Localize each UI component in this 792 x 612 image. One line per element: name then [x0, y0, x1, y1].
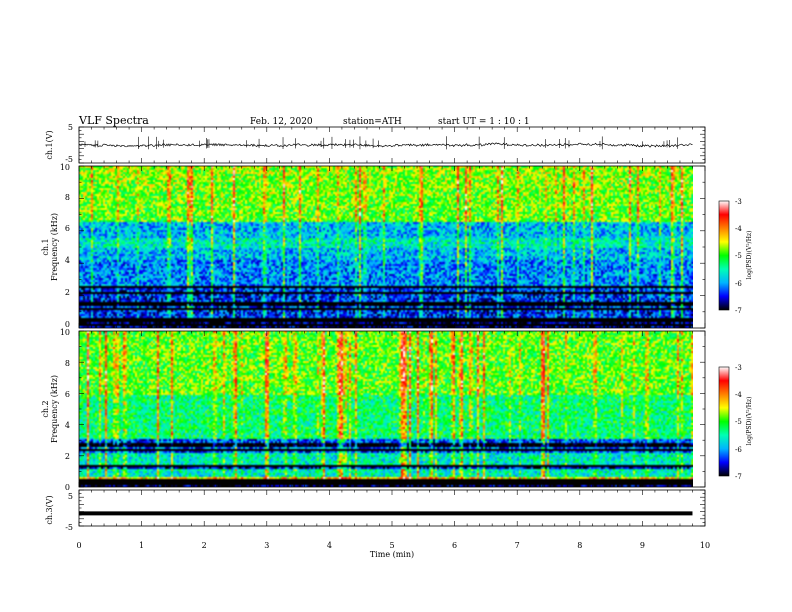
- ch3-waveform-panel: 5 -5 ch.3(V): [45, 489, 706, 532]
- ch3-ytick-top: 5: [68, 492, 73, 501]
- x-tick-label: 6: [452, 541, 457, 550]
- ch1-ylabel: ch.1(V): [45, 130, 54, 159]
- ch1-spectrogram-image: [79, 166, 693, 328]
- ch2-ytick-2: 2: [65, 452, 70, 461]
- ch2-cb-tick-m3: -3: [735, 364, 742, 372]
- ch1-cb-tick-m5: -5: [735, 252, 742, 260]
- ch3-ytick-bottom: -5: [65, 523, 73, 532]
- ch2-spec-ylabel-line1: ch.2: [41, 400, 50, 417]
- x-tick-label: 8: [577, 541, 582, 550]
- ch1-ytick-8: 8: [65, 193, 70, 202]
- ch1-cb-tick-m3: -3: [735, 198, 742, 206]
- x-tick-label: 0: [76, 541, 81, 550]
- ch1-colorbar-gradient: [718, 200, 730, 311]
- ch2-spec-ylabel-line2: Frequency (kHz): [50, 375, 59, 443]
- ch2-ytick-10: 10: [60, 328, 70, 337]
- ch1-ytick-top: 5: [68, 123, 73, 132]
- ch3-xticks: [78, 489, 706, 527]
- ch1-cb-tick-m4: -4: [735, 225, 742, 233]
- x-tick-label: 7: [515, 541, 520, 550]
- x-tick-label: 9: [640, 541, 645, 550]
- start-ut-label: start UT = 1 : 10 : 1: [438, 117, 530, 127]
- ch1-xticks: [78, 126, 706, 164]
- ch1-ytick-4: 4: [65, 256, 70, 265]
- ch3-frame: [78, 489, 706, 527]
- x-tick-label: 1: [139, 541, 144, 550]
- ch2-colorbar: -3 -4 -5 -6 -7 log(PSD)(V²/Hz): [718, 364, 753, 481]
- x-tick-label: 10: [700, 541, 710, 550]
- x-tick-label: 4: [327, 541, 332, 550]
- ch2-spec-yticklabels: 0 2 4 6 8 10: [60, 328, 70, 492]
- x-tick-label: 2: [202, 541, 207, 550]
- ch1-spec-ylabel-line2: Frequency (kHz): [50, 213, 59, 281]
- date-label: Feb. 12, 2020: [250, 117, 313, 127]
- ch1-spec-ylabel-line1: ch.1: [41, 238, 50, 255]
- ch3-ylabel: ch.3(V): [45, 495, 54, 524]
- x-axis-label: Time (min): [370, 550, 414, 559]
- ch1-colorbar-label: log(PSD)(V²/Hz): [746, 231, 753, 280]
- ch1-cb-tick-m6: -6: [735, 280, 742, 288]
- x-tick-label: 3: [264, 541, 269, 550]
- ch2-cb-tick-m7: -7: [735, 473, 742, 481]
- x-tick-labels: 0 1 2 3 4 5 6 7 8 9 10: [76, 541, 710, 550]
- ch2-colorbar-label: log(PSD)(V²/Hz): [746, 397, 753, 446]
- ch2-ytick-8: 8: [65, 359, 70, 368]
- ch2-ytick-4: 4: [65, 421, 70, 430]
- ch1-ytick-bottom: -5: [65, 155, 73, 164]
- ch2-ytick-6: 6: [65, 390, 70, 399]
- ch1-waveform-panel: 5 -5 ch.1(V): [45, 123, 706, 164]
- ch2-spec-ticks: [78, 330, 706, 488]
- ch1-spec-yticklabels: 0 2 4 6 8 10: [60, 163, 70, 329]
- ch1-wave-line: [78, 142, 693, 148]
- ch1-spectrogram-panel: 0 2 4 6 8 10 ch.1 Frequency (kHz): [41, 163, 706, 329]
- ch1-cb-tick-m7: -7: [735, 307, 742, 315]
- ch1-ytick-10: 10: [60, 163, 70, 172]
- figure-title: VLF Spectra: [78, 114, 149, 127]
- ch2-cb-tick-m6: -6: [735, 446, 742, 454]
- ch1-spikes: [84, 136, 679, 150]
- station-label: station=ATH: [343, 117, 402, 127]
- ch1-ytick-6: 6: [65, 224, 70, 233]
- ch2-spectrogram-panel: 0 2 4 6 8 10 ch.2 Frequency (kHz): [41, 328, 706, 492]
- ch2-colorbar-gradient: [718, 366, 730, 477]
- ch1-colorbar: -3 -4 -5 -6 -7 log(PSD)(V²/Hz): [718, 198, 753, 315]
- ch1-ytick-2: 2: [65, 288, 70, 297]
- ch1-ytick-0: 0: [65, 320, 70, 329]
- ch1-spec-ticks: [78, 165, 706, 329]
- ch2-spectrogram-image: [79, 331, 693, 487]
- ch2-ytick-0: 0: [65, 483, 70, 492]
- ch2-cb-tick-m5: -5: [735, 418, 742, 426]
- x-tick-label: 5: [389, 541, 394, 550]
- ch2-cb-tick-m4: -4: [735, 391, 742, 399]
